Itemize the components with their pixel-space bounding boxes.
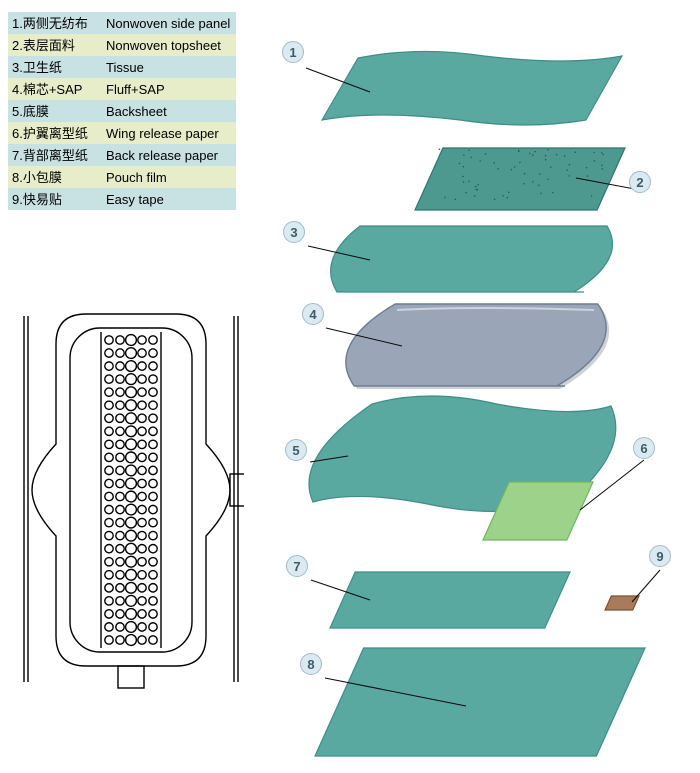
callout-badge: 9: [649, 545, 671, 567]
callout-badge: 8: [300, 653, 322, 675]
callout-badge: 7: [286, 555, 308, 577]
callout-badge: 6: [633, 437, 655, 459]
callout-badge: 4: [302, 303, 324, 325]
callout-badge: 2: [629, 171, 651, 193]
exploded-diagram: [0, 0, 700, 773]
callout-badge: 5: [285, 439, 307, 461]
callout-badge: 1: [282, 41, 304, 63]
callout-badge: 3: [283, 221, 305, 243]
